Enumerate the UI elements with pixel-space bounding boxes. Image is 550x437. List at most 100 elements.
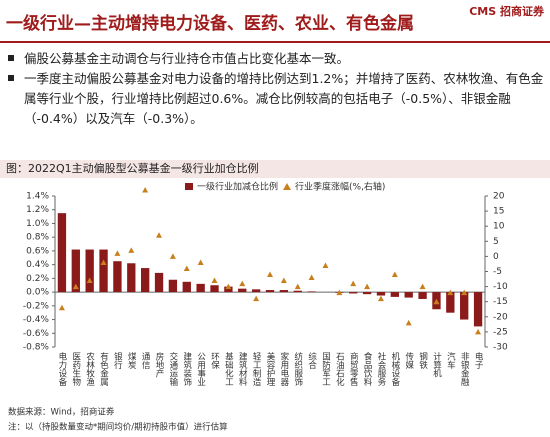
bar <box>362 292 372 295</box>
bar <box>376 292 386 296</box>
bar <box>210 285 219 293</box>
triangle-marker <box>447 289 454 296</box>
bar <box>127 263 136 293</box>
x-tick-label: 银行 <box>112 351 122 370</box>
bar <box>418 292 427 299</box>
bar <box>71 249 80 293</box>
bar <box>113 261 122 293</box>
x-tick-label: 家用电器 <box>279 351 289 387</box>
triangle-marker <box>114 250 121 256</box>
triangle-marker <box>336 289 343 296</box>
x-tick-label: 国防军工 <box>320 352 330 386</box>
y2-tick-label: -5 <box>493 267 502 277</box>
bar <box>224 286 233 293</box>
y2-tick-label: 0 <box>493 252 499 262</box>
bar <box>238 288 247 293</box>
x-tick-label: 综合 <box>307 351 317 370</box>
triangle-marker <box>419 283 426 290</box>
y-tick-label: -0.4% <box>23 315 50 325</box>
bar <box>196 283 205 293</box>
x-tick-label: 商贸零售 <box>348 351 358 387</box>
y-tick-label: 1.4% <box>26 192 49 202</box>
triangle-marker <box>72 283 79 290</box>
triangle-marker <box>253 295 260 302</box>
y2-tick-label: -30 <box>493 343 508 353</box>
bar <box>349 292 358 294</box>
triangle-marker <box>225 283 232 290</box>
bar <box>293 290 302 293</box>
x-tick-label: 环保 <box>210 352 220 370</box>
x-tick-label: 建筑材料 <box>237 351 247 387</box>
bar <box>154 272 164 293</box>
triangle-marker <box>280 277 287 284</box>
bar <box>182 281 191 293</box>
bar <box>141 268 150 293</box>
bullets: 偏股公募基金主动调仓与行业持仓市值占比变化基本一致。 一季度主动偏股公募基金对电… <box>24 51 544 126</box>
triangle-marker <box>86 277 93 284</box>
triangle-marker <box>391 271 398 278</box>
x-tick-label: 交通运输 <box>168 351 178 387</box>
x-tick-label: 传媒 <box>404 351 414 370</box>
bar <box>85 249 94 293</box>
y-tick-label: 0.2% <box>26 274 49 284</box>
legend-marker <box>283 183 291 190</box>
triangle-marker <box>156 232 163 238</box>
y2-tick-label: -15 <box>493 297 508 307</box>
x-tick-label: 汽车 <box>445 351 455 370</box>
triangle-marker <box>183 265 190 271</box>
bar <box>307 291 316 293</box>
y-tick-label: 0.4% <box>26 260 49 270</box>
x-tick-label: 建筑装饰 <box>182 351 192 387</box>
x-tick-label: 房地产 <box>154 351 164 378</box>
bullet <box>8 55 14 61</box>
y2-tick-label: 20 <box>493 192 505 202</box>
y2-tick-label: 5 <box>493 237 499 247</box>
triangle-marker <box>128 247 135 253</box>
x-tick-label: 机械设备 <box>390 351 400 387</box>
logo: CMS 招商证券 <box>469 4 545 18</box>
bar <box>473 292 483 327</box>
x-tick-label: 纺织服饰 <box>293 351 303 387</box>
legend-marker <box>185 183 193 190</box>
y-tick-label: 1.2% <box>26 205 49 215</box>
x-tick-label: 农林牧渔 <box>85 351 95 386</box>
y2-tick-label: -10 <box>493 282 508 292</box>
triangle-marker <box>322 262 329 268</box>
x-tick-label: 非银金融 <box>459 351 469 387</box>
x-tick-label: 美容护理 <box>265 351 275 386</box>
y-tick-label: -0.6% <box>23 329 50 339</box>
triangle-marker <box>197 259 204 265</box>
x-tick-label: 轻工制造 <box>251 351 261 387</box>
y2-tick-label: -25 <box>493 327 508 337</box>
x-tick-label: 基础化工 <box>223 351 233 386</box>
x-tick-label: 电子 <box>473 351 483 369</box>
y-tick-label: 1.0% <box>26 219 49 229</box>
legend-label: 一级行业加减仓比例 <box>197 181 278 193</box>
triangle-marker <box>239 280 246 287</box>
bar <box>446 292 455 313</box>
x-tick-label: 食品饮料 <box>362 351 372 387</box>
triangle-marker <box>405 319 412 326</box>
triangle-marker <box>169 253 176 259</box>
bar <box>279 290 289 293</box>
triangle-marker <box>211 277 218 284</box>
y2-tick-label: -20 <box>493 312 508 322</box>
x-tick-label: 石油石化 <box>334 352 344 387</box>
chart-title: 图：2022Q1主动偏股型公募基金一级行业加仓比例 <box>6 161 259 175</box>
x-tick-label: 钢铁 <box>418 351 428 370</box>
x-tick-label: 通信 <box>140 351 150 370</box>
bar <box>168 279 178 293</box>
note: 注：以（持股数量变动*期间均价/期初持股市值）进行估算 <box>8 422 228 433</box>
y-tick-label: -0.8% <box>23 343 50 353</box>
triangle-marker <box>461 289 468 296</box>
triangle-marker <box>267 271 273 278</box>
bullet-text: 一季度主动偏股公募基金对电力设备的增持比例达到1.2%；并增持了医药、农林牧渔、… <box>24 71 544 126</box>
x-tick-label: 煤炭 <box>126 351 136 370</box>
triangle-marker <box>308 274 315 281</box>
bar <box>460 292 469 320</box>
slide-title: 一级行业—主动增持电力设备、医药、农业、有色金属 <box>6 13 414 34</box>
bullet <box>8 75 14 81</box>
triangle-marker <box>142 186 149 193</box>
triangle-marker <box>433 298 440 305</box>
